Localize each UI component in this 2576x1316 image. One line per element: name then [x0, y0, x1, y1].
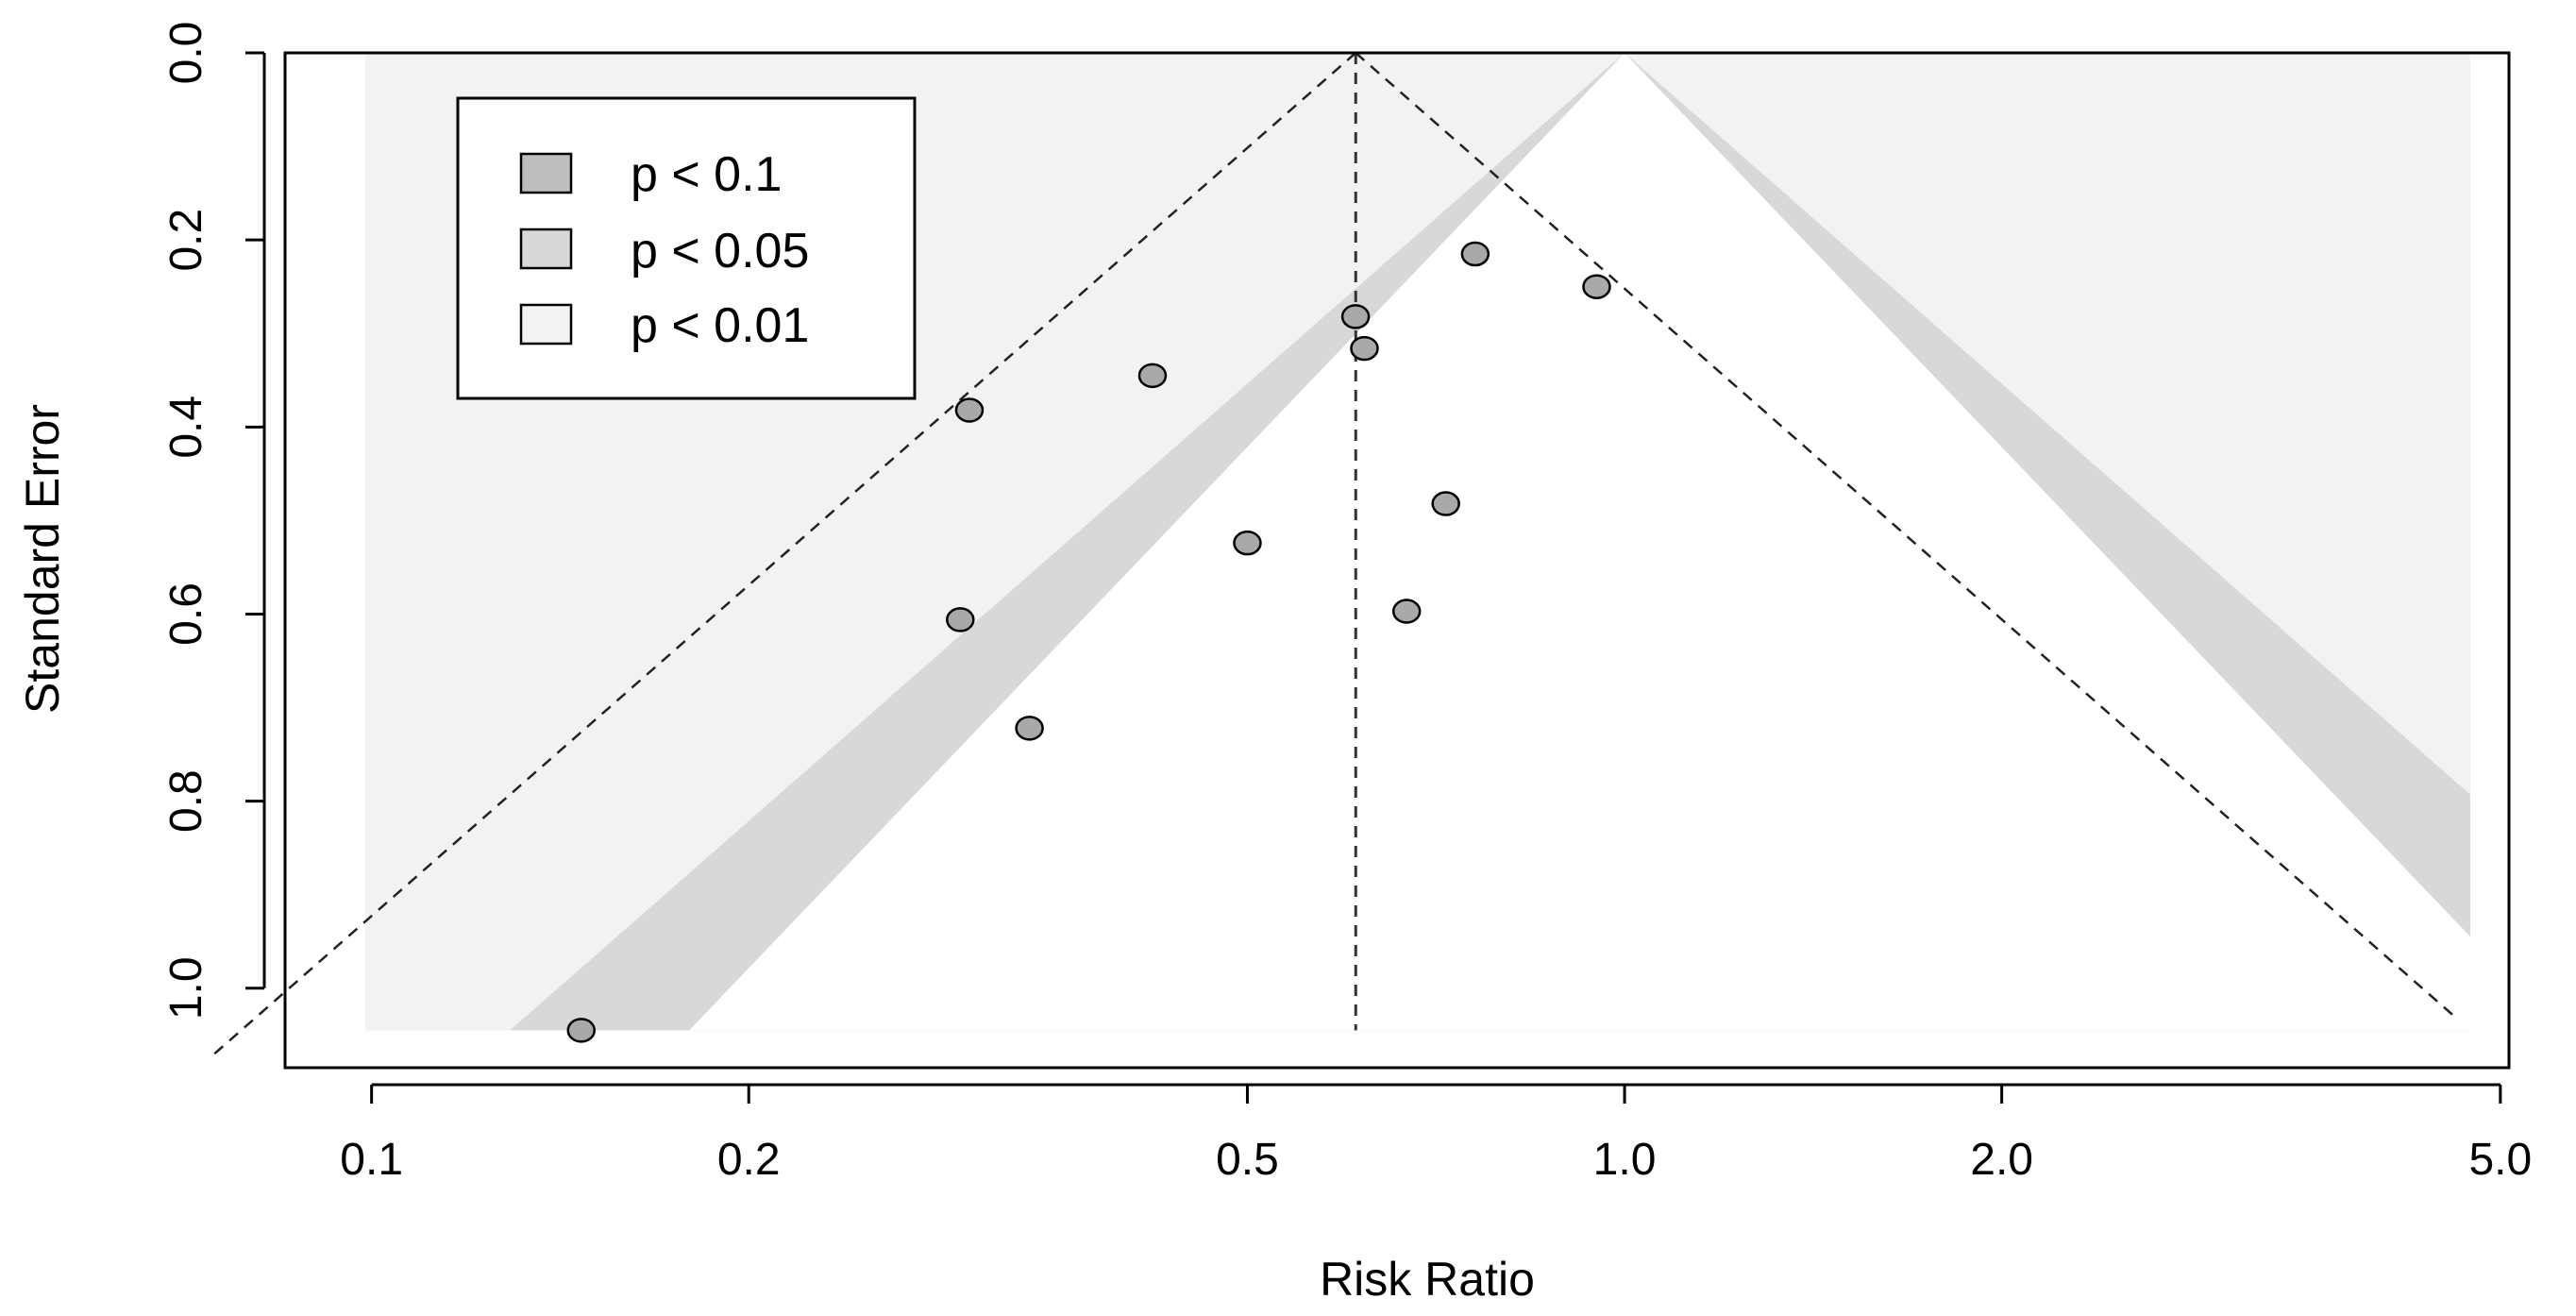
x-tick-label: 0.1	[340, 1135, 403, 1185]
study-point	[1431, 491, 1460, 516]
study-point	[566, 1018, 597, 1043]
legend-label-p005: p < 0.05	[631, 224, 809, 278]
y-axis-title: Standard Error	[16, 404, 69, 714]
y-tick-label: 1.0	[161, 956, 211, 1020]
x-tick-label: 1.0	[1593, 1135, 1657, 1185]
study-point	[1460, 241, 1490, 267]
study-point	[954, 397, 985, 423]
study-point	[1340, 304, 1371, 329]
x-tick-label: 0.5	[1216, 1135, 1279, 1185]
study-point	[1350, 335, 1379, 362]
x-tick-label: 5.0	[2468, 1135, 2532, 1185]
x-tick-label: 0.2	[717, 1135, 781, 1185]
legend-swatch-p01	[519, 152, 573, 194]
x-axis: 0.1 0.2 0.5 1.0 2.0 5.0	[340, 1083, 2532, 1185]
reference-lines	[208, 52, 2455, 1060]
legend: p < 0.1 p < 0.05 p < 0.01	[456, 96, 917, 400]
funnel-left-line	[208, 52, 1357, 1060]
y-tick-label: 0.6	[161, 582, 211, 646]
study-point	[1391, 599, 1422, 624]
y-tick-label: 0.8	[161, 769, 211, 833]
region-nonsignificant	[689, 53, 2561, 1031]
x-axis-title: Risk Ratio	[1320, 1253, 1535, 1306]
y-axis: 0.0 0.2 0.4 0.6 0.8 1.0	[161, 22, 266, 1020]
y-tick-label: 0.4	[161, 396, 211, 459]
plot-frame	[283, 51, 2511, 1070]
study-point	[1137, 363, 1168, 389]
y-tick-label: 0.0	[161, 22, 211, 85]
funnel-right-line	[1355, 52, 2455, 1018]
legend-swatch-p001	[519, 303, 573, 346]
study-points	[566, 241, 1611, 1043]
study-point	[1015, 716, 1044, 741]
y-tick-label: 0.2	[161, 209, 211, 272]
legend-label-p01: p < 0.1	[631, 147, 782, 202]
legend-swatch-p005	[519, 228, 573, 270]
study-point	[1233, 530, 1262, 556]
x-tick-label: 2.0	[1970, 1135, 2033, 1185]
study-point	[1582, 274, 1611, 299]
legend-label-p001: p < 0.01	[631, 298, 809, 353]
study-point	[946, 607, 975, 633]
